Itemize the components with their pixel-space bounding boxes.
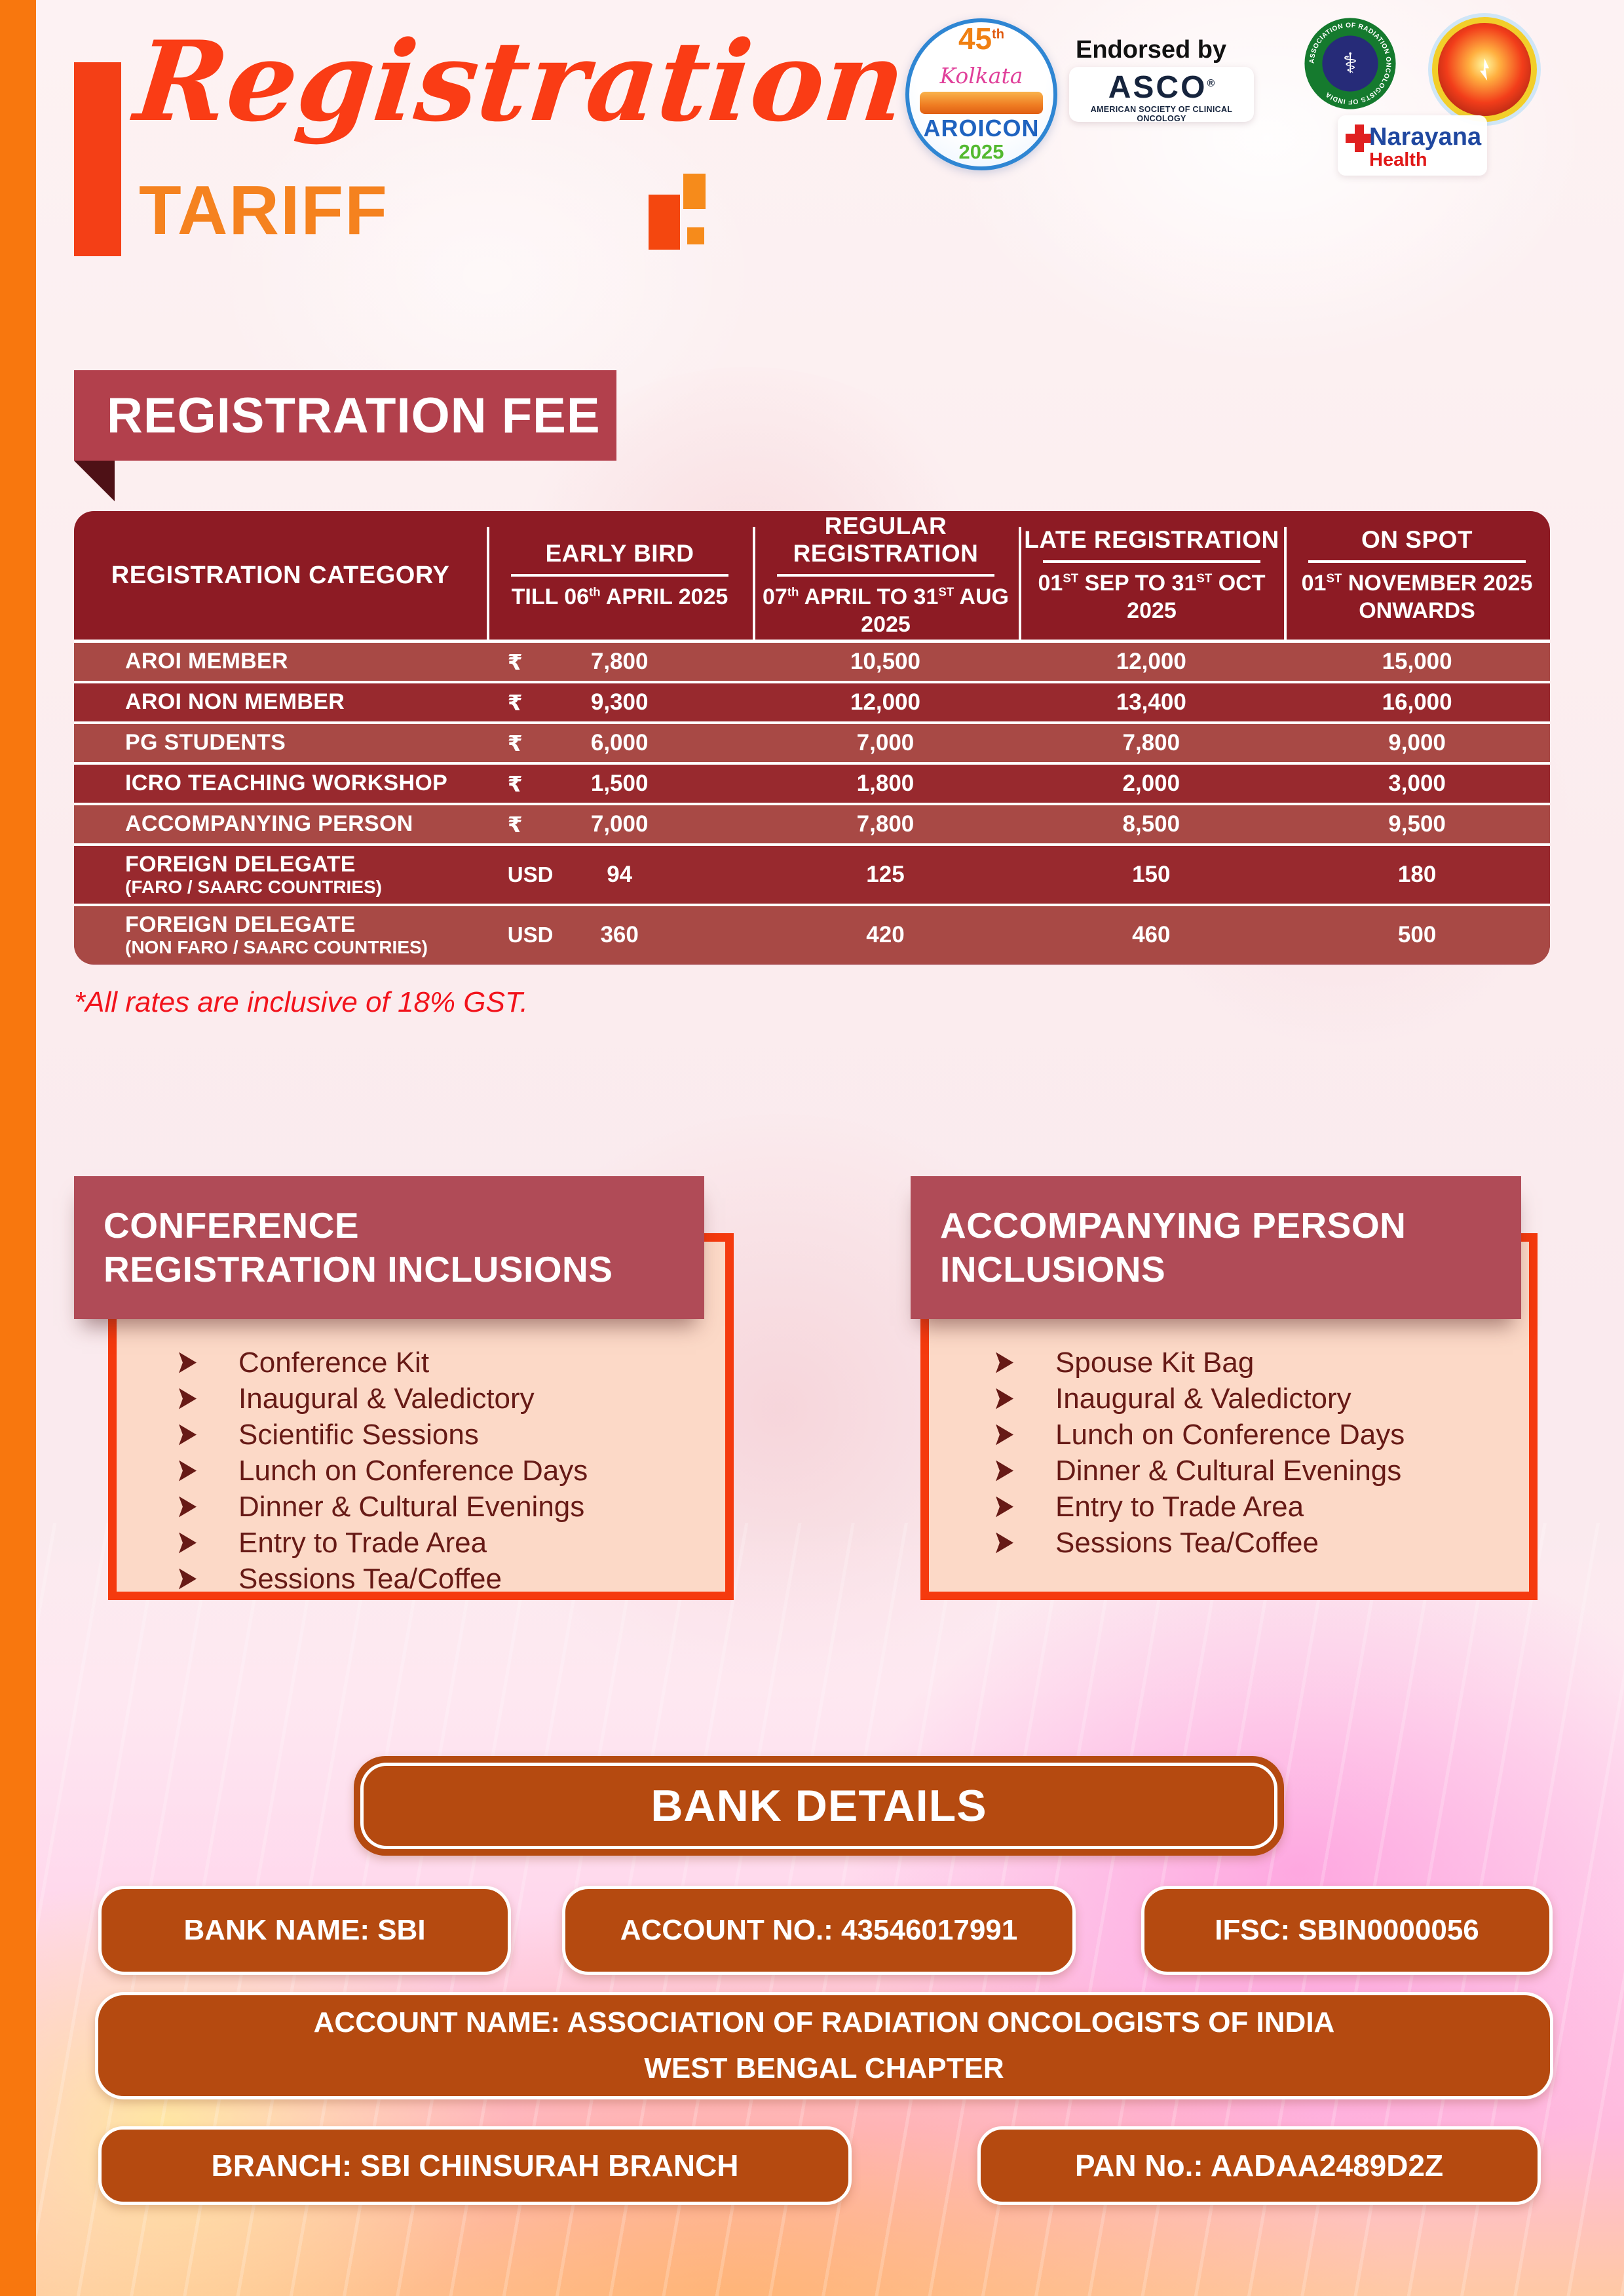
arrow-bullet-icon [996, 1460, 1013, 1482]
aroi-logo: ASSOCIATION OF RADIATION ONCOLOGISTS OF … [1304, 18, 1396, 109]
list-item: Entry to Trade Area [996, 1489, 1533, 1525]
logo-skyline-icon [920, 92, 1043, 114]
logo-year-label: 2025 [958, 140, 1004, 163]
left-accent-bar [0, 0, 36, 2296]
title-accent-bar [74, 62, 121, 256]
arrow-bullet-icon [996, 1532, 1013, 1554]
narayana-health-label: Health [1369, 149, 1427, 170]
page-title-sub: TARIFF [139, 172, 388, 249]
page-title-script: Registration [129, 16, 912, 146]
inner-ring [360, 1763, 1277, 1849]
endorsed-by-label: Endorsed by [1076, 36, 1227, 64]
table-row: ICRO TEACHING WORKSHOP ₹1,500 1,800 2,00… [74, 762, 1550, 803]
list-item: Lunch on Conference Days [996, 1417, 1533, 1453]
accompanying-inclusions-list: Spouse Kit Bag Inaugural & Valedictory L… [996, 1345, 1533, 1561]
list-item: Inaugural & Valedictory [179, 1381, 729, 1417]
aroi-west-bengal-chapter-logo [1432, 17, 1537, 122]
logo-aroicon-label: AROICON [923, 115, 1040, 142]
arrow-bullet-icon [996, 1352, 1013, 1373]
arrow-bullet-icon [996, 1496, 1013, 1518]
banner-fold [74, 461, 115, 501]
column-header-on-spot: ON SPOT 01ST NOVEMBER 2025 ONWARDS [1301, 526, 1533, 624]
ifsc-pill: IFSC: SBIN0000056 [1141, 1886, 1553, 1975]
fee-table: REGISTRATION CATEGORY EARLY BIRD TILL 06… [74, 511, 1550, 965]
list-item: Sessions Tea/Coffee [179, 1561, 729, 1597]
table-row: FOREIGN DELEGATE (NON FARO / SAARC COUNT… [74, 904, 1550, 964]
gst-note: *All rates are inclusive of 18% GST. [74, 986, 528, 1018]
fee-table-rows: AROI MEMBER ₹7,800 10,500 12,000 15,000 … [74, 643, 1550, 965]
arrow-bullet-icon [996, 1388, 1013, 1409]
narayana-health-logo: Narayana Health [1338, 115, 1487, 176]
arrow-bullet-icon [179, 1388, 197, 1409]
table-row: FOREIGN DELEGATE (FARO / SAARC COUNTRIES… [74, 843, 1550, 904]
column-header-late: LATE REGISTRATION 01ST SEP TO 31ST OCT 2… [1024, 526, 1279, 624]
logo-kolkata-label: Kolkata [939, 63, 1023, 88]
list-item: Lunch on Conference Days [179, 1453, 729, 1489]
arrow-bullet-icon [996, 1424, 1013, 1445]
orange-squares-icon [645, 174, 717, 252]
bank-name-pill: BANK NAME: SBI [98, 1886, 511, 1975]
aroicon-2025-logo: 45th Kolkata AROICON 2025 [905, 18, 1057, 170]
arrow-bullet-icon [179, 1568, 197, 1590]
registration-fee-heading: REGISTRATION FEE [74, 370, 616, 461]
column-header-category: REGISTRATION CATEGORY [111, 561, 450, 589]
pan-pill: PAN No.: AADAA2489D2Z [977, 2126, 1541, 2205]
bank-details-heading: BANK DETAILS [354, 1756, 1284, 1856]
conference-inclusions-list: Conference Kit Inaugural & Valedictory S… [179, 1345, 729, 1597]
list-item: Dinner & Cultural Evenings [179, 1489, 729, 1525]
fee-table-header: REGISTRATION CATEGORY EARLY BIRD TILL 06… [74, 511, 1550, 640]
asco-name: ASCO® [1108, 70, 1215, 105]
svg-text:⚕: ⚕ [1342, 48, 1357, 79]
column-header-early-bird: EARLY BIRD TILL 06th APRIL 2025 [510, 539, 729, 609]
logo-45th-label: 45th [958, 22, 1005, 56]
branch-pill: BRANCH: SBI CHINSURAH BRANCH [98, 2126, 852, 2205]
red-plus-icon [1346, 124, 1373, 152]
accompanying-inclusions-heading: ACCOMPANYING PERSON INCLUSIONS [911, 1176, 1521, 1319]
table-row: AROI NON MEMBER ₹9,300 12,000 13,400 16,… [74, 681, 1550, 721]
arrow-bullet-icon [179, 1352, 197, 1373]
arrow-bullet-icon [179, 1460, 197, 1482]
list-item: Sessions Tea/Coffee [996, 1525, 1533, 1561]
list-item: Entry to Trade Area [179, 1525, 729, 1561]
arrow-bullet-icon [179, 1496, 197, 1518]
table-row: ACCOMPANYING PERSON ₹7,000 7,800 8,500 9… [74, 803, 1550, 843]
list-item: Conference Kit [179, 1345, 729, 1381]
table-row: PG STUDENTS ₹6,000 7,000 7,800 9,000 [74, 721, 1550, 762]
list-item: Dinner & Cultural Evenings [996, 1453, 1533, 1489]
list-item: Inaugural & Valedictory [996, 1381, 1533, 1417]
column-header-regular: REGULAR REGISTRATION 07th APRIL TO 31ST … [763, 512, 1009, 638]
list-item: Spouse Kit Bag [996, 1345, 1533, 1381]
conference-inclusions-heading: CONFERENCE REGISTRATION INCLUSIONS [74, 1176, 704, 1319]
arrow-bullet-icon [179, 1532, 197, 1554]
asco-logo: ASCO® AMERICAN SOCIETY OF CLINICAL ONCOL… [1069, 67, 1254, 123]
narayana-label: Narayana [1369, 123, 1482, 151]
account-name-pill: ACCOUNT NAME: ASSOCIATION OF RADIATION O… [95, 1992, 1553, 2099]
asco-caption: AMERICAN SOCIETY OF CLINICAL ONCOLOGY [1090, 105, 1233, 123]
header-divider [74, 640, 1550, 643]
account-number-pill: ACCOUNT NO.: 43546017991 [562, 1886, 1076, 1975]
table-row: AROI MEMBER ₹7,800 10,500 12,000 15,000 [74, 643, 1550, 681]
flame-bolt-icon [1480, 58, 1489, 81]
list-item: Scientific Sessions [179, 1417, 729, 1453]
arrow-bullet-icon [179, 1424, 197, 1445]
